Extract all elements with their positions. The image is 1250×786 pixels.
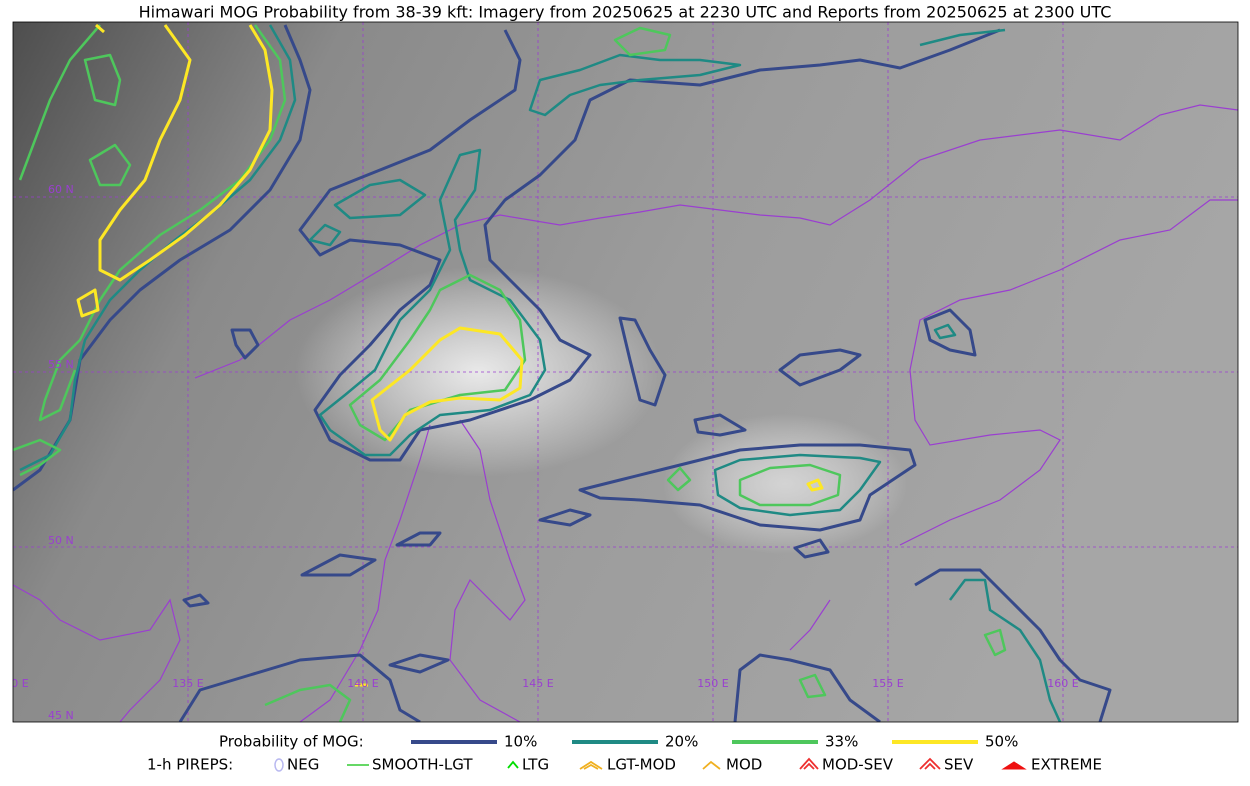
lon-label: 145 E: [522, 677, 553, 690]
lon-label: 150 E: [697, 677, 728, 690]
legend: Probability of MOG: 1-h PIREPS: 10% 20% 33…: [147, 733, 1102, 774]
legend-label: NEG: [287, 756, 319, 774]
lat-label: 50 N: [48, 534, 74, 547]
legend-icon: [507, 760, 519, 769]
coastlines: [13, 104, 1238, 722]
legend-label: 33%: [825, 733, 858, 751]
legend-label: SEV: [944, 756, 974, 774]
legend-icon: [702, 760, 721, 770]
lon-label: 135 E: [172, 677, 203, 690]
lat-label: 55 N: [48, 358, 74, 371]
legend-label: SMOOTH-LGT: [372, 756, 473, 774]
lon-label: 155 E: [872, 677, 903, 690]
legend-label: LTG: [522, 756, 549, 774]
lon-label: 130 E: [0, 677, 29, 690]
legend-label: 50%: [985, 733, 1018, 751]
map: 60 N 55 N 50 N 45 N 130 E 135 E 140 E 14…: [0, 22, 1238, 722]
legend-icon: [919, 757, 941, 770]
lat-label: 45 N: [48, 709, 74, 722]
legend-icon: [799, 757, 819, 770]
legend-label: LGT-MOD: [607, 756, 676, 774]
title: Himawari MOG Probability from 38-39 kft:…: [139, 3, 1112, 22]
lon-label: 140 E: [347, 677, 378, 690]
contours-20: [19, 24, 1062, 722]
legend-icon: [579, 760, 603, 770]
legend-label: EXTREME: [1031, 756, 1102, 774]
contours-33: [13, 24, 1007, 722]
legend-title: 1-h PIREPS:: [147, 756, 233, 774]
legend-label: MOD: [726, 756, 762, 774]
legend-label: MOD-SEV: [822, 756, 894, 774]
legend-label: 20%: [665, 733, 698, 751]
legend-label: 10%: [504, 733, 537, 751]
map-frame: [12, 21, 1239, 723]
contours-50: [76, 23, 824, 687]
legend-icon: [1001, 761, 1027, 770]
lat-label: 60 N: [48, 183, 74, 196]
legend-title: Probability of MOG:: [219, 733, 364, 751]
lon-label: 160 E: [1047, 677, 1078, 690]
legend-icon: [274, 758, 284, 772]
